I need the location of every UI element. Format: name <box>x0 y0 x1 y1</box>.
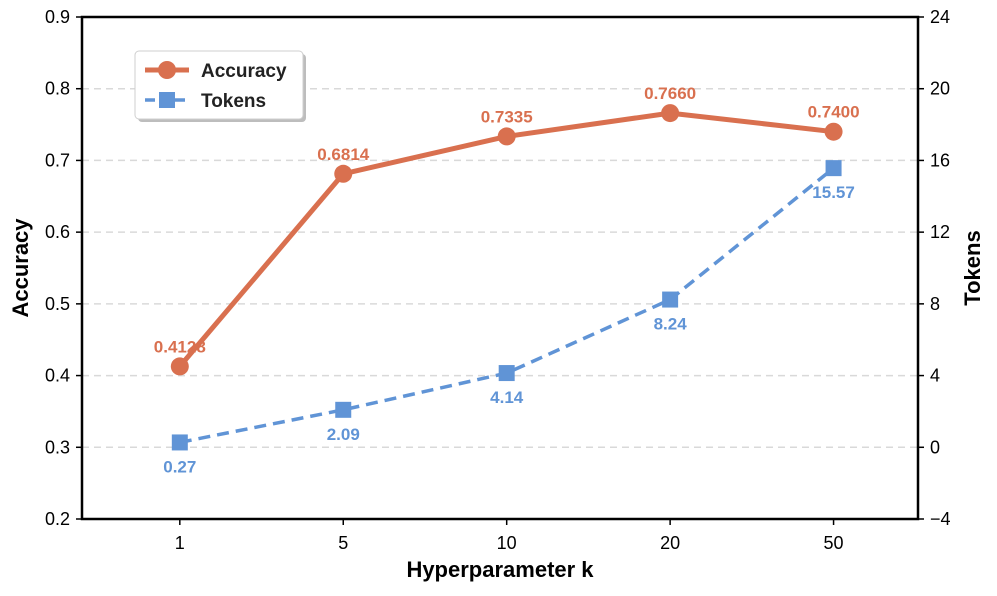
x-tick-label: 1 <box>175 533 185 553</box>
y-tick-label: 0.5 <box>45 294 70 314</box>
data-point-accuracy <box>824 122 843 141</box>
data-point-tokens <box>171 434 188 451</box>
plot-frame <box>80 15 920 521</box>
data-point-accuracy <box>170 357 189 376</box>
y2-tick-label: 4 <box>930 366 940 386</box>
data-label-accuracy: 0.7660 <box>644 84 696 103</box>
y2-tick-label: 16 <box>930 150 950 170</box>
data-label-tokens: 8.24 <box>654 315 688 334</box>
y-tick-label: 0.2 <box>45 509 70 529</box>
y2-tick-label: 12 <box>930 222 950 242</box>
y2-tick-label: 20 <box>930 79 950 99</box>
y-tick-label: 0.7 <box>45 150 70 170</box>
data-label-accuracy: 0.7400 <box>808 103 860 122</box>
data-label-accuracy: 0.7335 <box>481 107 533 126</box>
data-point-tokens <box>498 365 515 382</box>
data-point-accuracy <box>334 164 353 183</box>
y-axis-title-left: Accuracy <box>8 218 33 318</box>
legend: Accuracy Tokens <box>134 50 306 122</box>
x-axis-title: Hyperparameter k <box>406 557 594 582</box>
data-label-accuracy: 0.4128 <box>154 337 206 356</box>
x-tick-label: 50 <box>824 533 844 553</box>
y2-tick-label: 0 <box>930 437 940 457</box>
y-tick-label: 0.4 <box>45 366 70 386</box>
y2-tick-label: 8 <box>930 294 940 314</box>
legend-marker-accuracy <box>158 61 176 79</box>
data-label-tokens: 15.57 <box>812 183 855 202</box>
data-label-accuracy: 0.6814 <box>317 145 370 164</box>
legend-label-tokens: Tokens <box>201 91 266 112</box>
data-point-tokens <box>825 160 842 177</box>
y2-tick-label: −4 <box>930 509 951 529</box>
x-tick-label: 10 <box>497 533 517 553</box>
data-labels: 0.4128 0.6814 0.7335 0.7660 0.7400 0.27 2.09 4.… <box>154 84 860 476</box>
data-point-accuracy <box>497 127 516 146</box>
axis-ticks: 0.2 0.3 0.4 0.5 0.6 0.7 0.8 0.9 −4 0 4 8 12 16 20 24 1 5 1… <box>45 7 951 553</box>
y-tick-label: 0.9 <box>45 7 70 27</box>
data-point-tokens <box>662 291 679 308</box>
series-line-accuracy <box>177 110 837 369</box>
x-tick-label: 20 <box>660 533 680 553</box>
data-point-accuracy <box>661 104 680 123</box>
y-tick-label: 0.8 <box>45 79 70 99</box>
y-axis-title-right: Tokens <box>960 230 985 305</box>
data-label-tokens: 4.14 <box>490 388 524 407</box>
legend-label-accuracy: Accuracy <box>201 61 287 82</box>
legend-marker-tokens <box>159 92 175 108</box>
series-markers <box>170 104 843 451</box>
data-label-tokens: 0.27 <box>163 457 196 476</box>
grid-lines <box>82 87 918 449</box>
y-tick-label: 0.6 <box>45 222 70 242</box>
y-tick-label: 0.3 <box>45 437 70 457</box>
data-label-tokens: 2.09 <box>327 425 360 444</box>
data-point-tokens <box>335 401 352 418</box>
y2-tick-label: 24 <box>930 7 950 27</box>
x-tick-label: 5 <box>338 533 348 553</box>
